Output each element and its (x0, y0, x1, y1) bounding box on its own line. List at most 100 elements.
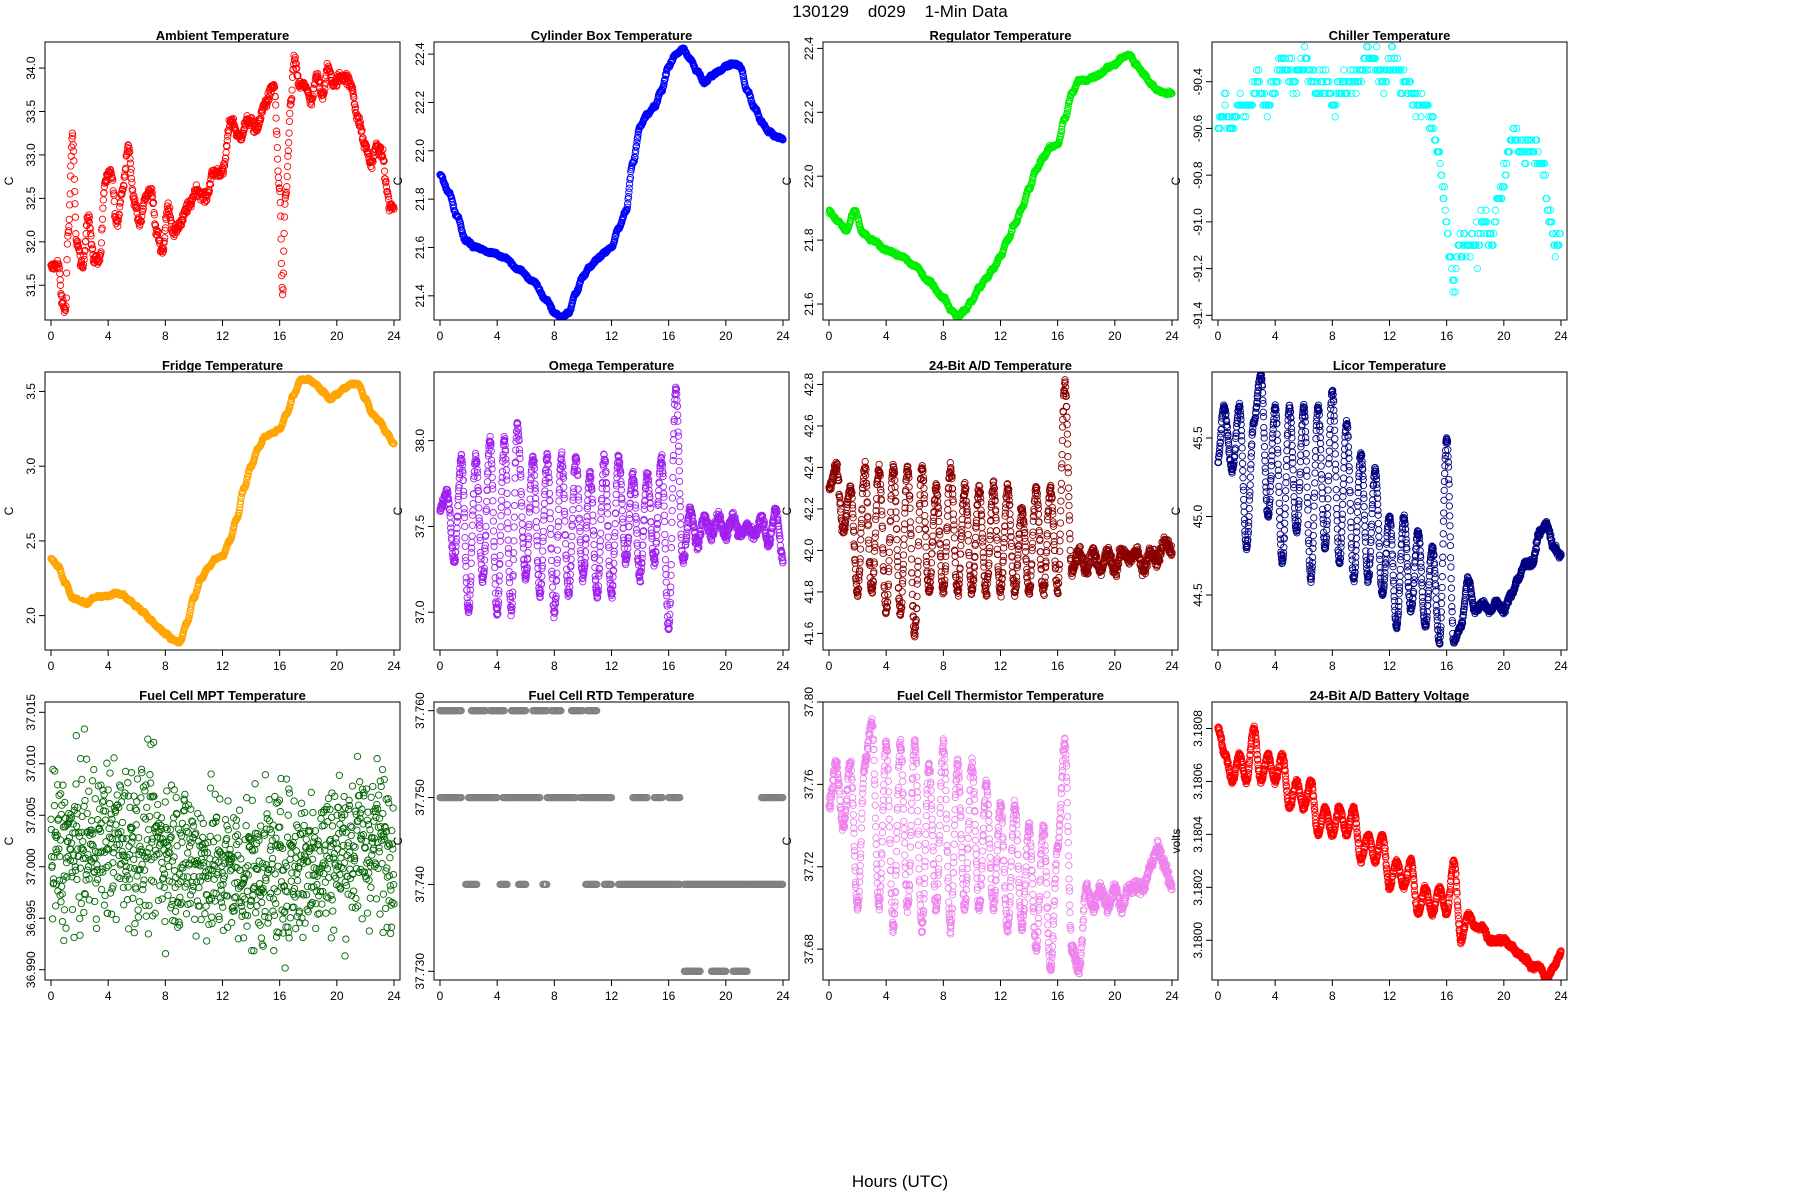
data-points (47, 51, 398, 316)
data-point (483, 497, 491, 506)
data-point (1221, 101, 1229, 109)
data-point (565, 591, 573, 599)
data-point (357, 123, 365, 131)
data-point (526, 495, 534, 503)
data-point (314, 69, 322, 78)
data-point (1468, 229, 1477, 238)
data-point (159, 247, 167, 256)
data-point (548, 575, 556, 583)
data-point (554, 531, 562, 539)
x-axis: 0 4 8 12 16 20 24 (48, 650, 401, 673)
data-point (151, 221, 160, 229)
data-point (606, 572, 614, 580)
data-point (1400, 66, 1408, 74)
data-point (489, 527, 498, 535)
data-point (633, 133, 642, 142)
data-point (524, 548, 532, 557)
data-point (282, 188, 291, 196)
data-point (631, 154, 639, 162)
data-point (1530, 148, 1538, 156)
data-point (1412, 113, 1420, 121)
data-point (120, 182, 128, 190)
data-point (1325, 78, 1333, 86)
data-point (515, 432, 523, 440)
y-axis-label: C (1169, 176, 1183, 185)
data-point (274, 167, 282, 175)
data-point (378, 152, 387, 161)
data-point (1300, 43, 1309, 51)
data-point (309, 92, 317, 100)
data-point (624, 195, 632, 203)
data-point (465, 603, 474, 611)
y-tick-label: 31.5 (24, 273, 38, 297)
x-tick-label: 20 (1108, 329, 1122, 343)
data-point (121, 173, 129, 181)
data-point (280, 247, 288, 255)
data-point (496, 551, 504, 560)
data-point (316, 79, 324, 87)
data-point (98, 215, 107, 223)
x-tick-label: 24 (387, 659, 401, 673)
data-point (632, 142, 641, 150)
data-point (1458, 253, 1467, 261)
data-point (291, 56, 299, 64)
data-point (109, 176, 117, 184)
data-point (356, 118, 365, 126)
data-point (473, 465, 481, 474)
x-tick-label: 12 (605, 329, 619, 343)
data-point (539, 533, 547, 542)
x-tick-label: 8 (551, 329, 558, 343)
data-point (597, 529, 605, 537)
data-point (1519, 136, 1527, 144)
data-point (603, 503, 611, 511)
data-point (532, 518, 540, 526)
data-point (465, 608, 473, 616)
data-point (1357, 78, 1366, 86)
data-point (1477, 206, 1485, 214)
data-point (86, 225, 94, 233)
x-tick-label: 24 (1165, 329, 1179, 343)
data-point (568, 514, 577, 523)
data-point (235, 508, 243, 517)
page-title: 130129 d029 1-Min Data (792, 2, 1008, 21)
data-point (228, 532, 236, 540)
data-point (1500, 159, 1508, 168)
data-point (548, 570, 556, 579)
data-point (612, 482, 621, 490)
data-point (468, 532, 476, 540)
data-point (466, 599, 474, 607)
data-point (1398, 89, 1407, 98)
data-point (553, 546, 562, 554)
data-point (497, 512, 505, 520)
data-point (1456, 229, 1464, 238)
data-point (66, 201, 74, 209)
x-tick-label: 0 (1215, 329, 1222, 343)
data-point (494, 609, 502, 618)
data-point (508, 599, 516, 608)
data-point (632, 146, 640, 155)
data-point (286, 109, 294, 118)
data-point (138, 207, 147, 216)
data-point (602, 479, 611, 488)
data-point (595, 569, 603, 577)
data-point (1403, 78, 1411, 86)
data-point (561, 517, 569, 525)
data-point (384, 192, 392, 200)
y-tick-label: 22.4 (413, 42, 427, 66)
y-tick-label: 3.0 (24, 457, 38, 474)
data-point (452, 542, 460, 551)
data-point (1291, 78, 1299, 86)
data-point (561, 540, 570, 548)
data-point (1455, 241, 1464, 249)
data-point (603, 510, 612, 518)
data-point (1460, 229, 1469, 238)
data-point (56, 281, 65, 289)
data-point (1546, 206, 1554, 214)
data-point (598, 495, 606, 503)
data-point (1222, 89, 1230, 98)
data-point (510, 523, 518, 531)
chart-title: Cylinder Box Temperature (531, 28, 693, 43)
data-point (348, 83, 357, 91)
data-point (477, 552, 485, 560)
